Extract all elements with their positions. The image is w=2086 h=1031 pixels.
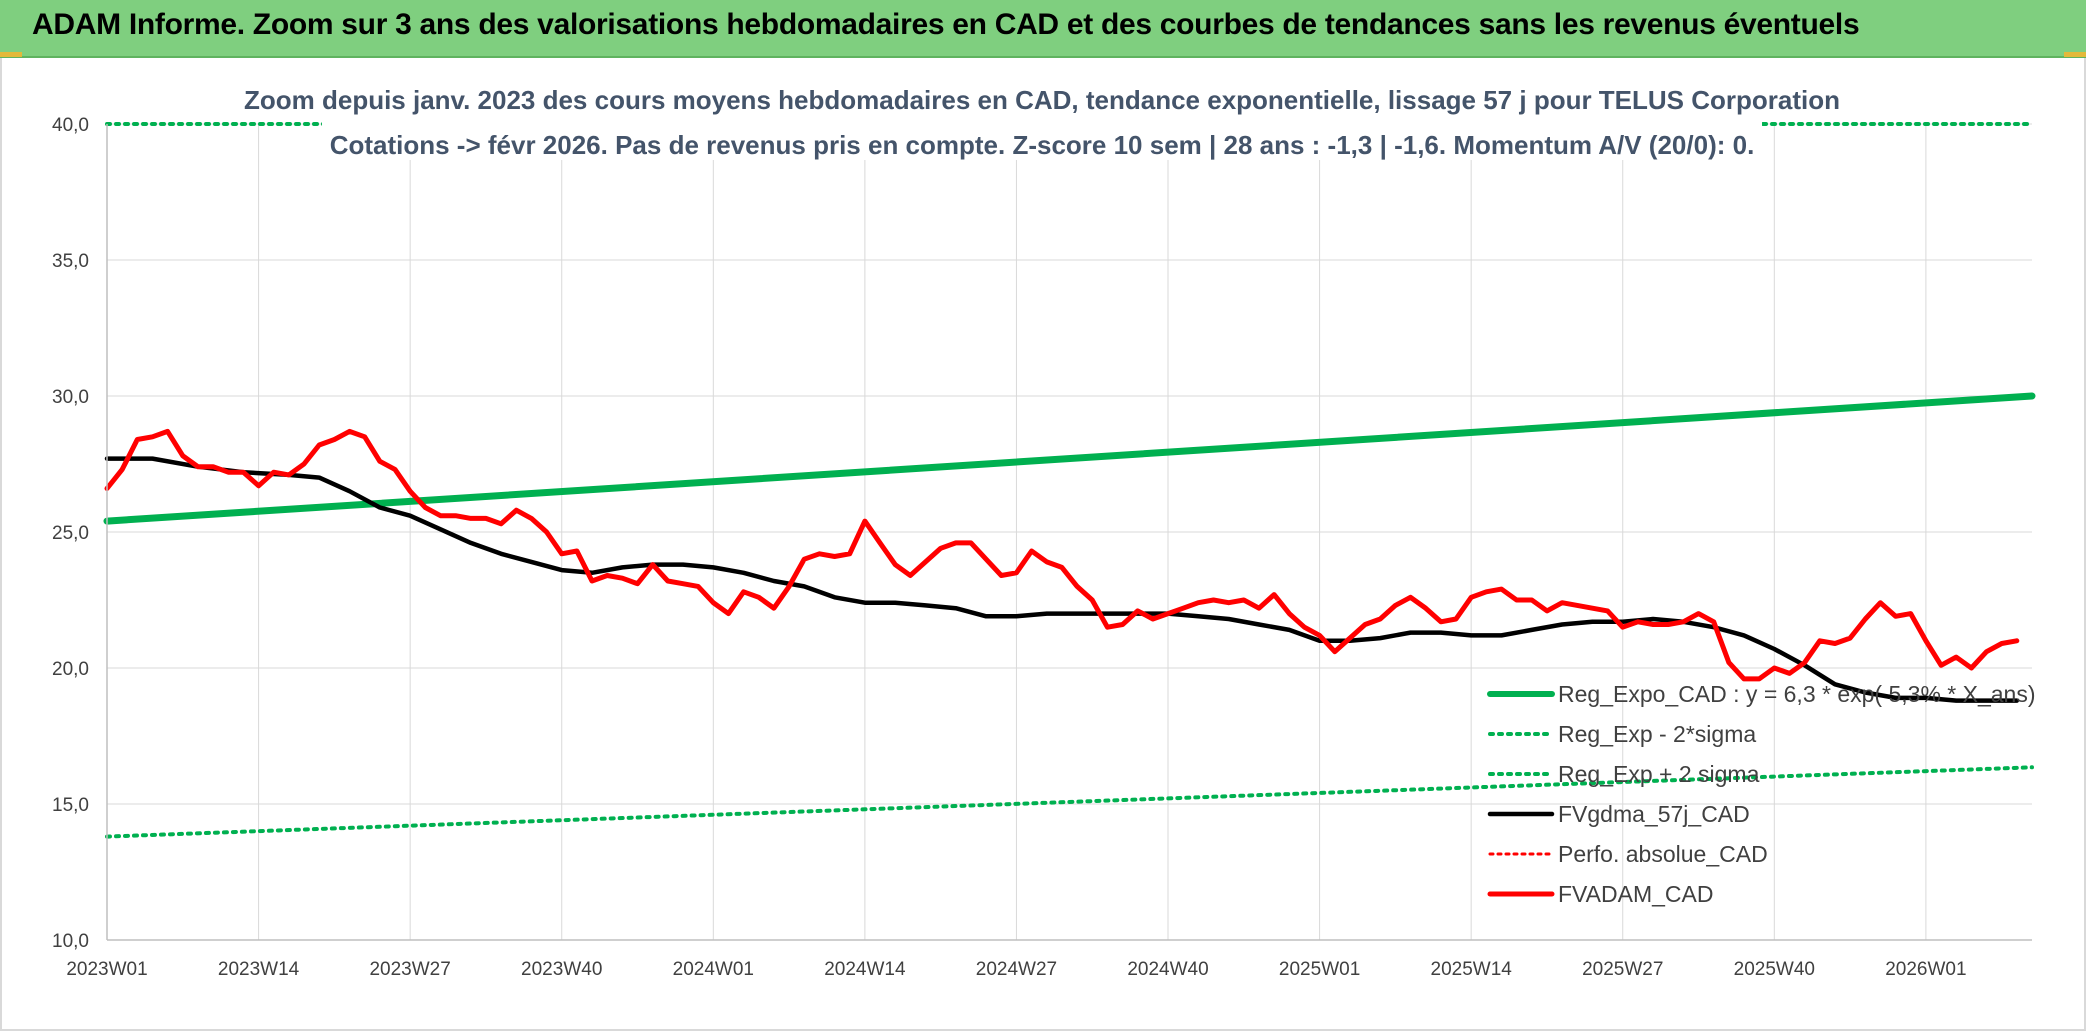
x-tick-label: 2024W01 [673, 959, 754, 980]
x-tick-label: 2023W27 [369, 959, 450, 980]
series-line-3 [104, 456, 2020, 703]
chart-title: Zoom depuis janv. 2023 des cours moyens … [244, 85, 1840, 115]
legend: Reg_Expo_CAD : y = 6,3 * exp( 5,3% * X_a… [1487, 681, 2036, 907]
y-tick-label: 20,0 [52, 659, 89, 680]
x-tick-label: 2023W01 [66, 959, 147, 980]
title-background [322, 78, 1762, 160]
y-tick-label: 35,0 [52, 251, 89, 272]
legend-entry: FVADAM_CAD [1558, 881, 1714, 907]
x-tick-label: 2024W27 [976, 959, 1057, 980]
x-tick-label: 2023W40 [521, 959, 602, 980]
series-line-5 [104, 428, 2020, 682]
y-tick-label: 30,0 [52, 387, 89, 408]
legend-entry: Perfo. absolue_CAD [1558, 841, 1768, 867]
x-tick-label: 2024W14 [824, 959, 906, 980]
legend-entry: FVgdma_57j_CAD [1558, 801, 1750, 827]
corner-accent-left [0, 52, 22, 57]
y-tick-label: 40,0 [52, 115, 89, 136]
legend-entry: Reg_Exp + 2 sigma [1558, 761, 1760, 787]
x-tick-label: 2024W40 [1127, 959, 1208, 980]
series-line-0 [103, 392, 2036, 525]
x-tick-label: 2023W14 [218, 959, 300, 980]
corner-accent-right [2064, 52, 2086, 57]
x-tick-label: 2025W14 [1431, 959, 1513, 980]
x-tick-label: 2025W01 [1279, 959, 1360, 980]
y-tick-label: 25,0 [52, 523, 89, 544]
x-tick-label: 2025W40 [1734, 959, 1815, 980]
series-line-1 [105, 765, 2034, 839]
legend-entry: Reg_Exp - 2*sigma [1558, 721, 1756, 747]
chart-subtitle: Cotations -> févr 2026. Pas de revenus p… [330, 130, 1755, 160]
y-tick-label: 15,0 [52, 795, 89, 816]
header-bar: ADAM Informe. Zoom sur 3 ans des valoris… [0, 0, 2086, 58]
page-title: ADAM Informe. Zoom sur 3 ans des valoris… [32, 8, 1860, 41]
legend-entry: Reg_Expo_CAD : y = 6,3 * exp( 5,3% * X_a… [1558, 681, 2036, 707]
x-tick-label: 2026W01 [1885, 959, 1966, 980]
x-tick-label: 2025W27 [1582, 959, 1663, 980]
axes: 2023W01 2023W14 2023W27 2023W40 2024W01 2024W… [52, 115, 2032, 980]
y-tick-label: 10,0 [52, 931, 89, 952]
